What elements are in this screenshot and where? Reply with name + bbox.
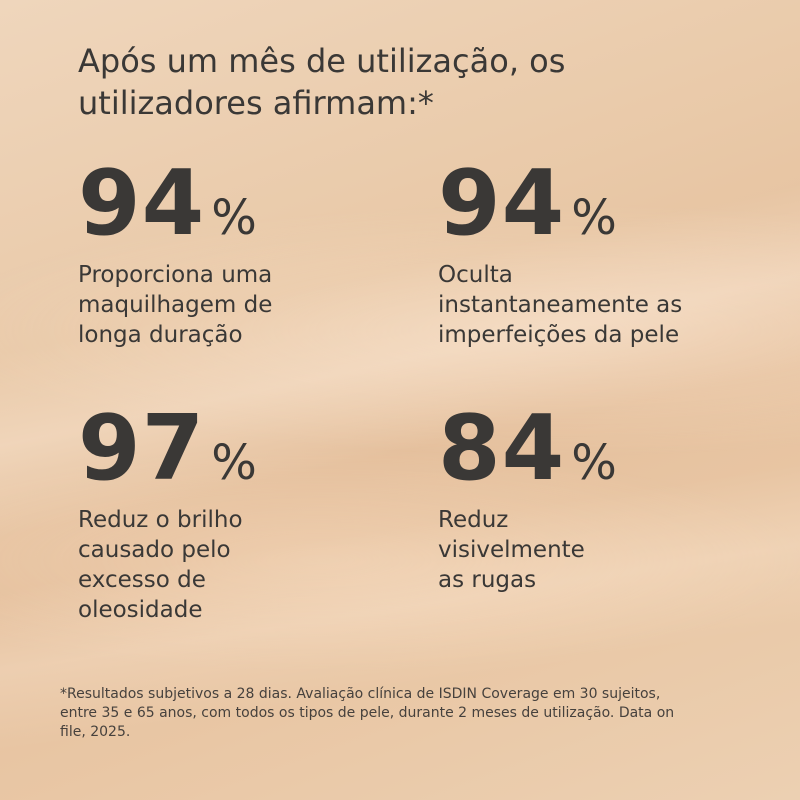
stat-description: Oculta instantaneamente as imperfeições …: [438, 260, 758, 350]
stat-long-lasting: 94 % Proporciona uma maquilhagem de long…: [78, 151, 398, 350]
stat-figure: 97 %: [78, 396, 398, 501]
stat-value: 84: [438, 396, 566, 501]
stat-description-line: Reduz: [438, 507, 509, 533]
stat-description-line: causado pelo: [78, 537, 231, 563]
footnote: *Resultados subjetivos a 28 dias. Avalia…: [60, 685, 750, 742]
stat-description: Reduz visivelmente as rugas: [438, 505, 758, 595]
stat-figure: 94 %: [78, 151, 398, 256]
stat-conceals-imperfections: 94 % Oculta instantaneamente as imperfei…: [438, 151, 758, 350]
stat-description-line: as rugas: [438, 567, 537, 593]
stat-description-line: longa duração: [78, 322, 243, 348]
stat-description-line: instantaneamente as: [438, 292, 683, 318]
stat-value: 97: [78, 396, 206, 501]
headline: Após um mês de utilização, os utilizador…: [78, 40, 718, 124]
stat-description-line: oleosidade: [78, 597, 203, 623]
stat-description: Reduz o brilho causado pelo excesso de o…: [78, 505, 398, 625]
stat-description-line: Oculta: [438, 262, 513, 288]
stat-value: 94: [438, 151, 566, 256]
stat-description-line: Proporciona uma: [78, 262, 273, 288]
stat-unit: %: [571, 435, 617, 491]
stat-unit: %: [211, 190, 257, 246]
stat-unit: %: [571, 190, 617, 246]
stat-description-line: Reduz o brilho: [78, 507, 243, 533]
stat-value: 94: [78, 151, 206, 256]
stat-figure: 94 %: [438, 151, 758, 256]
stat-reduces-wrinkles: 84 % Reduz visivelmente as rugas: [438, 396, 758, 595]
headline-line-1: Após um mês de utilização, os: [78, 42, 566, 80]
stat-description: Proporciona uma maquilhagem de longa dur…: [78, 260, 398, 350]
headline-line-2: utilizadores afirmam:*: [78, 84, 434, 122]
stat-description-line: maquilhagem de: [78, 292, 273, 318]
stat-description-line: visivelmente: [438, 537, 585, 563]
stat-description-line: excesso de: [78, 567, 206, 593]
footnote-line-2: entre 35 e 65 anos, com todos os tipos d…: [60, 705, 675, 721]
stat-unit: %: [211, 435, 257, 491]
stat-reduces-shine: 97 % Reduz o brilho causado pelo excesso…: [78, 396, 398, 625]
footnote-line-3: file, 2025.: [60, 724, 131, 740]
stat-description-line: imperfeições da pele: [438, 322, 680, 348]
footnote-line-1: *Resultados subjetivos a 28 dias. Avalia…: [60, 686, 661, 702]
stat-figure: 84 %: [438, 396, 758, 501]
